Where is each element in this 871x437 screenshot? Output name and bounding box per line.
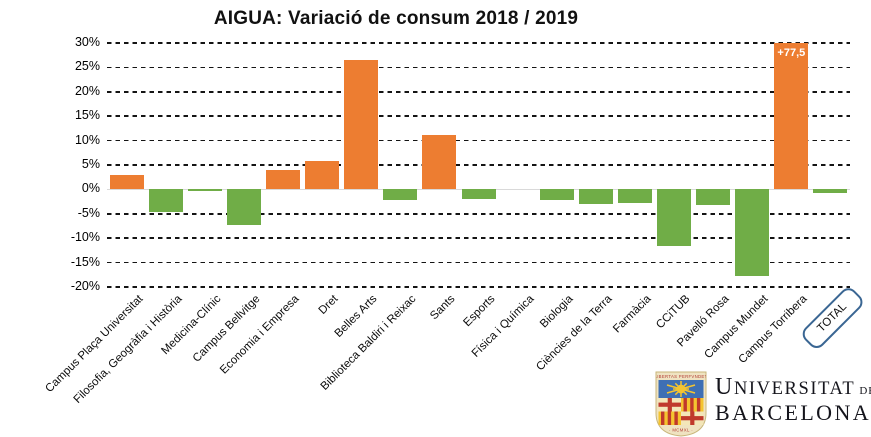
gridline (107, 164, 850, 166)
y-axis-tick-label: 10% (74, 132, 100, 147)
chart-bar (383, 189, 418, 200)
x-axis-category-label: Campus Plaça Universitat (43, 293, 146, 396)
total-highlight-box: TOTAL (799, 284, 867, 352)
ub-name-line2: BARCELONA (715, 400, 871, 425)
chart-title: AIGUA: Variació de consum 2018 / 2019 (213, 8, 579, 29)
chart-bar (265, 169, 300, 190)
gridline (107, 286, 850, 288)
chart-bar (617, 189, 652, 204)
gridline (107, 213, 850, 215)
gridline (107, 261, 850, 264)
gridline (107, 115, 850, 117)
chart-bar (226, 189, 261, 225)
chart-bar (461, 189, 496, 200)
chart-bar (735, 189, 770, 277)
y-axis-tick-label: 25% (74, 59, 100, 74)
chart-bar (774, 43, 809, 190)
gridline (107, 237, 850, 239)
chart-bar (344, 59, 379, 190)
gridline (107, 91, 850, 93)
chart-bar (696, 189, 731, 205)
chart-bar (539, 189, 574, 200)
ub-name-line1: UNIVERSITATDE (715, 374, 871, 400)
chart-bar (187, 189, 222, 192)
y-axis-tick-label: 15% (74, 108, 100, 123)
chart-bar (422, 134, 457, 190)
gridline (107, 139, 850, 142)
y-axis-tick-label: -10% (70, 230, 100, 245)
ub-logo: LIBERTAS PERFVNDET (654, 370, 871, 437)
ub-logo-text: UNIVERSITATDE BARCELONA (715, 375, 871, 424)
y-axis-tick-label: 5% (81, 157, 100, 171)
chart-bar (578, 189, 613, 204)
bar-data-label: +77,5 (777, 47, 806, 59)
chart-bar (305, 160, 340, 190)
ub-crest-icon: LIBERTAS PERFVNDET (655, 371, 708, 437)
svg-text:LIBERTAS PERFVNDET: LIBERTAS PERFVNDET (655, 374, 708, 379)
gridline (107, 42, 850, 44)
y-axis-tick-label: -5% (77, 205, 100, 220)
chart-bar (657, 189, 692, 246)
y-axis-tick-label: -15% (70, 254, 100, 269)
gridline (107, 66, 850, 69)
chart-bar (109, 174, 144, 190)
y-axis-tick-label: -20% (70, 279, 100, 293)
svg-text:· MCMXL ·: · MCMXL · (669, 428, 693, 433)
y-axis-tick-label: 20% (74, 83, 100, 98)
chart-bar (148, 189, 183, 213)
chart-bar (813, 189, 848, 193)
y-axis-tick-label: 0% (81, 181, 100, 196)
y-axis-tick-label: 30% (74, 35, 100, 49)
